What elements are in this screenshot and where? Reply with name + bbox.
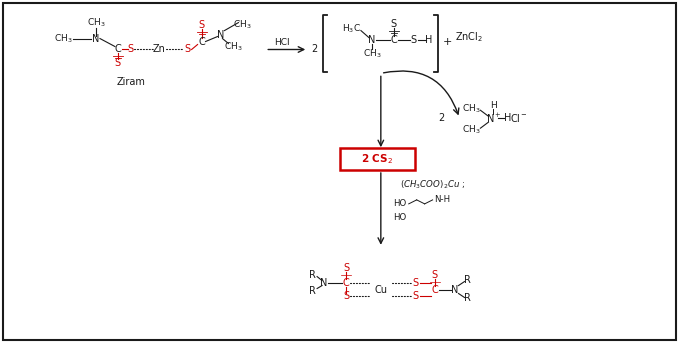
Text: Ziram: Ziram bbox=[116, 78, 145, 87]
Text: $\mathsf{H_3C}$: $\mathsf{H_3C}$ bbox=[342, 22, 361, 35]
Text: 2: 2 bbox=[311, 45, 317, 55]
Text: N$^+$: N$^+$ bbox=[485, 112, 501, 125]
Text: R: R bbox=[464, 294, 471, 304]
Text: R: R bbox=[309, 270, 316, 280]
Text: N-H: N-H bbox=[435, 196, 451, 204]
Text: $\mathsf{CH_3}$: $\mathsf{CH_3}$ bbox=[363, 47, 381, 60]
Text: C: C bbox=[115, 45, 122, 55]
Text: Zn: Zn bbox=[152, 45, 165, 55]
Text: C: C bbox=[390, 35, 397, 45]
Text: H: H bbox=[425, 35, 433, 45]
Text: S: S bbox=[115, 58, 121, 69]
Text: 2 CS$_2$: 2 CS$_2$ bbox=[361, 152, 393, 166]
Text: N: N bbox=[92, 34, 100, 44]
Text: C: C bbox=[431, 285, 438, 295]
Text: S: S bbox=[185, 45, 191, 55]
Text: Cl$^-$: Cl$^-$ bbox=[511, 112, 528, 124]
Text: N: N bbox=[368, 35, 375, 45]
Text: HO: HO bbox=[392, 199, 406, 208]
Text: $\mathsf{ZnCl_2}$: $\mathsf{ZnCl_2}$ bbox=[456, 31, 483, 45]
Text: S: S bbox=[343, 263, 349, 273]
Text: +: + bbox=[443, 36, 452, 47]
Text: S: S bbox=[413, 292, 419, 301]
Text: R: R bbox=[309, 285, 316, 296]
Text: S: S bbox=[411, 35, 417, 45]
Text: $(CH_3COO)_2Cu$ ;: $(CH_3COO)_2Cu$ ; bbox=[400, 179, 465, 191]
Text: S: S bbox=[198, 20, 204, 29]
Text: HCl: HCl bbox=[274, 38, 290, 47]
Text: R: R bbox=[464, 274, 471, 285]
Text: H: H bbox=[490, 101, 497, 110]
Text: $\mathsf{CH_3}$: $\mathsf{CH_3}$ bbox=[233, 18, 252, 31]
Text: 2: 2 bbox=[439, 113, 445, 123]
Text: $\mathsf{CH_3}$: $\mathsf{CH_3}$ bbox=[462, 102, 481, 115]
Text: S: S bbox=[343, 292, 349, 301]
Text: S: S bbox=[413, 277, 419, 287]
Text: C: C bbox=[198, 36, 205, 47]
Text: N: N bbox=[217, 29, 224, 39]
Text: H: H bbox=[504, 113, 511, 123]
Text: N: N bbox=[451, 285, 458, 295]
Text: Cu: Cu bbox=[374, 285, 387, 295]
Text: S: S bbox=[390, 19, 397, 28]
Text: N: N bbox=[320, 277, 328, 287]
Text: $\mathsf{CH_3}$: $\mathsf{CH_3}$ bbox=[87, 16, 105, 29]
Text: $\mathsf{CH_3}$: $\mathsf{CH_3}$ bbox=[462, 124, 481, 137]
Text: S: S bbox=[432, 270, 438, 280]
Text: $\mathsf{CH_3}$: $\mathsf{CH_3}$ bbox=[224, 40, 243, 53]
Text: C: C bbox=[343, 277, 350, 287]
Text: S: S bbox=[128, 45, 134, 55]
Text: HO: HO bbox=[392, 213, 406, 222]
Text: $\mathsf{CH_3}$: $\mathsf{CH_3}$ bbox=[54, 32, 73, 45]
Bar bbox=[340, 148, 415, 170]
